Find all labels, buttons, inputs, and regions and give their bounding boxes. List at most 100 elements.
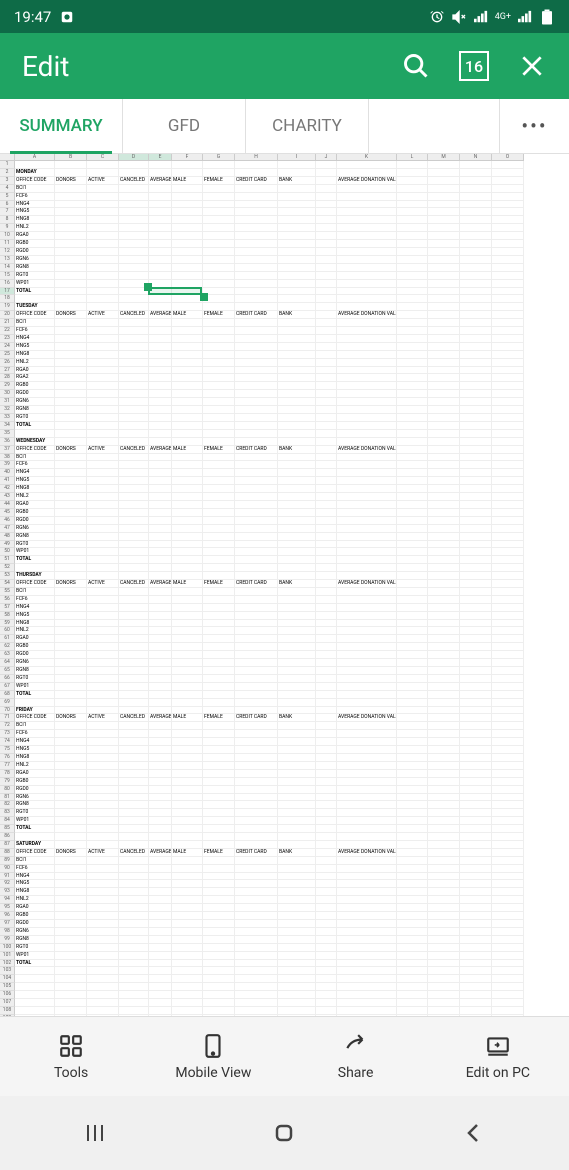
cell[interactable] <box>172 888 203 896</box>
cell[interactable] <box>428 612 460 620</box>
cell[interactable] <box>119 659 149 667</box>
cell[interactable] <box>172 833 203 841</box>
cell[interactable] <box>316 596 337 604</box>
cell[interactable]: RGD0 <box>15 390 55 398</box>
cell[interactable] <box>397 991 428 999</box>
cell[interactable] <box>55 635 87 643</box>
cell[interactable]: FCF6 <box>15 865 55 873</box>
cell[interactable] <box>337 960 397 968</box>
cell[interactable] <box>460 541 492 549</box>
cell[interactable] <box>55 533 87 541</box>
cell[interactable] <box>492 983 524 991</box>
cell[interactable] <box>337 477 397 485</box>
cell[interactable] <box>337 367 397 375</box>
cell[interactable] <box>119 904 149 912</box>
cell[interactable] <box>397 786 428 794</box>
cell[interactable] <box>149 248 172 256</box>
cell[interactable] <box>492 833 524 841</box>
cell[interactable]: CANCELED <box>119 849 149 857</box>
cell[interactable] <box>460 374 492 382</box>
cell[interactable] <box>428 770 460 778</box>
cell[interactable] <box>149 367 172 375</box>
cell[interactable] <box>337 264 397 272</box>
col-header[interactable]: I <box>278 154 316 161</box>
cell[interactable] <box>492 351 524 359</box>
cell[interactable] <box>55 904 87 912</box>
cell[interactable] <box>492 762 524 770</box>
cell[interactable] <box>337 967 397 975</box>
cell[interactable] <box>149 746 172 754</box>
cell[interactable] <box>55 967 87 975</box>
cell[interactable] <box>278 461 316 469</box>
cell[interactable] <box>172 256 203 264</box>
row-header[interactable]: 41 <box>0 477 15 485</box>
cell[interactable] <box>235 667 278 675</box>
cell[interactable] <box>428 335 460 343</box>
cell[interactable] <box>172 390 203 398</box>
cell[interactable] <box>397 691 428 699</box>
cell[interactable] <box>397 232 428 240</box>
cell[interactable] <box>460 643 492 651</box>
cell[interactable] <box>460 161 492 169</box>
cell[interactable] <box>460 873 492 881</box>
cell[interactable] <box>337 936 397 944</box>
cell[interactable] <box>460 256 492 264</box>
cell[interactable] <box>87 960 119 968</box>
cell[interactable]: HNG5 <box>15 880 55 888</box>
cell[interactable] <box>278 517 316 525</box>
cell[interactable] <box>278 659 316 667</box>
cell[interactable] <box>149 873 172 881</box>
cell[interactable] <box>428 983 460 991</box>
cell[interactable] <box>203 359 235 367</box>
cell[interactable] <box>119 295 149 303</box>
cell[interactable] <box>460 343 492 351</box>
cell[interactable] <box>316 936 337 944</box>
cell[interactable] <box>492 770 524 778</box>
cell[interactable] <box>460 896 492 904</box>
cell[interactable] <box>278 454 316 462</box>
cell[interactable]: RGN6 <box>15 659 55 667</box>
cell[interactable] <box>337 469 397 477</box>
cell[interactable] <box>492 564 524 572</box>
cell[interactable] <box>235 833 278 841</box>
cell[interactable] <box>278 920 316 928</box>
col-header[interactable]: G <box>203 154 235 161</box>
cell[interactable] <box>203 817 235 825</box>
cell[interactable] <box>492 975 524 983</box>
row-header[interactable]: 90 <box>0 865 15 873</box>
cell[interactable]: TUESDAY <box>15 303 55 311</box>
tools-button[interactable]: Tools <box>0 1017 142 1096</box>
cell[interactable] <box>428 208 460 216</box>
cell[interactable] <box>316 730 337 738</box>
cell[interactable]: RGD0 <box>15 786 55 794</box>
cell[interactable] <box>428 414 460 422</box>
cell[interactable] <box>337 825 397 833</box>
cell[interactable] <box>278 833 316 841</box>
cell[interactable] <box>337 501 397 509</box>
cell[interactable] <box>278 928 316 936</box>
cell[interactable] <box>492 667 524 675</box>
cell[interactable] <box>278 359 316 367</box>
cell[interactable] <box>119 303 149 311</box>
cell[interactable] <box>397 746 428 754</box>
date-button[interactable]: 16 <box>459 51 489 81</box>
cell[interactable] <box>278 367 316 375</box>
cell[interactable] <box>203 888 235 896</box>
cell[interactable] <box>316 833 337 841</box>
cell[interactable] <box>172 865 203 873</box>
tab-charity[interactable]: CHARITY <box>246 99 369 153</box>
cell[interactable] <box>203 208 235 216</box>
cell[interactable] <box>337 201 397 209</box>
cell[interactable] <box>235 762 278 770</box>
cell[interactable] <box>119 564 149 572</box>
cell[interactable] <box>428 193 460 201</box>
cell[interactable] <box>87 896 119 904</box>
cell[interactable] <box>492 707 524 715</box>
cell[interactable] <box>397 525 428 533</box>
cell[interactable] <box>87 841 119 849</box>
row-header[interactable]: 73 <box>0 730 15 738</box>
cell[interactable] <box>87 374 119 382</box>
cell[interactable] <box>149 303 172 311</box>
cell[interactable] <box>460 185 492 193</box>
cell[interactable]: BANK <box>278 849 316 857</box>
